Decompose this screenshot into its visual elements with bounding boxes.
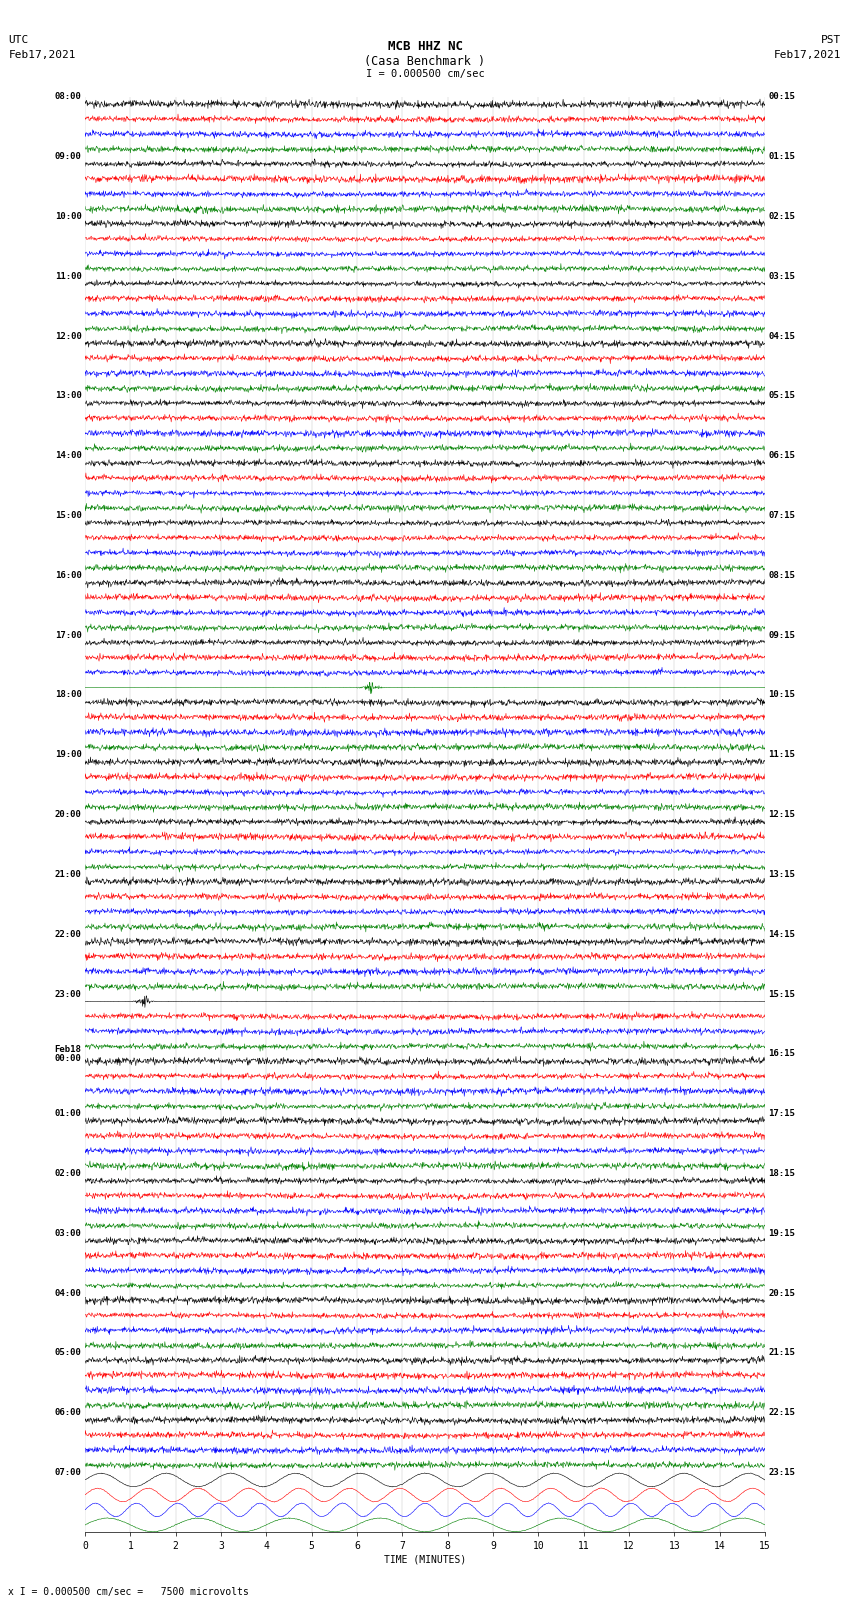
Text: 06:15: 06:15 — [768, 452, 796, 460]
Text: Feb18: Feb18 — [54, 1045, 82, 1053]
Text: 05:00: 05:00 — [54, 1348, 82, 1358]
Text: 06:00: 06:00 — [54, 1408, 82, 1418]
Text: x I = 0.000500 cm/sec =   7500 microvolts: x I = 0.000500 cm/sec = 7500 microvolts — [8, 1587, 249, 1597]
Text: 14:00: 14:00 — [54, 452, 82, 460]
Text: 10:00: 10:00 — [54, 211, 82, 221]
Text: 17:15: 17:15 — [768, 1110, 796, 1118]
Text: 20:00: 20:00 — [54, 810, 82, 819]
Text: PST: PST — [821, 35, 842, 45]
Text: Feb17,2021: Feb17,2021 — [8, 50, 76, 60]
Text: 16:00: 16:00 — [54, 571, 82, 579]
Text: 11:00: 11:00 — [54, 271, 82, 281]
Text: 18:00: 18:00 — [54, 690, 82, 700]
Text: 15:15: 15:15 — [768, 989, 796, 998]
Text: 23:15: 23:15 — [768, 1468, 796, 1478]
Text: 19:00: 19:00 — [54, 750, 82, 760]
Text: 02:15: 02:15 — [768, 211, 796, 221]
Text: 12:15: 12:15 — [768, 810, 796, 819]
Text: 13:15: 13:15 — [768, 869, 796, 879]
Text: 23:00: 23:00 — [54, 989, 82, 998]
Text: 02:00: 02:00 — [54, 1169, 82, 1177]
Text: 03:15: 03:15 — [768, 271, 796, 281]
Text: (Casa Benchmark ): (Casa Benchmark ) — [365, 55, 485, 68]
Text: 22:15: 22:15 — [768, 1408, 796, 1418]
Text: 21:00: 21:00 — [54, 869, 82, 879]
Text: 20:15: 20:15 — [768, 1289, 796, 1297]
Text: 17:00: 17:00 — [54, 631, 82, 640]
Text: I = 0.000500 cm/sec: I = 0.000500 cm/sec — [366, 69, 484, 79]
Text: 01:15: 01:15 — [768, 152, 796, 161]
Text: UTC: UTC — [8, 35, 29, 45]
Text: 04:00: 04:00 — [54, 1289, 82, 1297]
Text: 11:15: 11:15 — [768, 750, 796, 760]
Text: 00:15: 00:15 — [768, 92, 796, 102]
Text: 09:00: 09:00 — [54, 152, 82, 161]
Text: MCB HHZ NC: MCB HHZ NC — [388, 40, 462, 53]
Text: 16:15: 16:15 — [768, 1050, 796, 1058]
Text: 05:15: 05:15 — [768, 392, 796, 400]
Text: 03:00: 03:00 — [54, 1229, 82, 1237]
Text: 14:15: 14:15 — [768, 929, 796, 939]
Text: 00:00: 00:00 — [54, 1053, 82, 1063]
Text: 10:15: 10:15 — [768, 690, 796, 700]
Text: Feb17,2021: Feb17,2021 — [774, 50, 842, 60]
Text: 07:15: 07:15 — [768, 511, 796, 519]
Text: 04:15: 04:15 — [768, 332, 796, 340]
Text: 15:00: 15:00 — [54, 511, 82, 519]
Text: 09:15: 09:15 — [768, 631, 796, 640]
Text: 12:00: 12:00 — [54, 332, 82, 340]
Text: 13:00: 13:00 — [54, 392, 82, 400]
Text: 22:00: 22:00 — [54, 929, 82, 939]
Text: 01:00: 01:00 — [54, 1110, 82, 1118]
Text: 19:15: 19:15 — [768, 1229, 796, 1237]
Text: 08:00: 08:00 — [54, 92, 82, 102]
Text: 08:15: 08:15 — [768, 571, 796, 579]
Text: 07:00: 07:00 — [54, 1468, 82, 1478]
Text: 21:15: 21:15 — [768, 1348, 796, 1358]
Text: 18:15: 18:15 — [768, 1169, 796, 1177]
X-axis label: TIME (MINUTES): TIME (MINUTES) — [384, 1555, 466, 1565]
